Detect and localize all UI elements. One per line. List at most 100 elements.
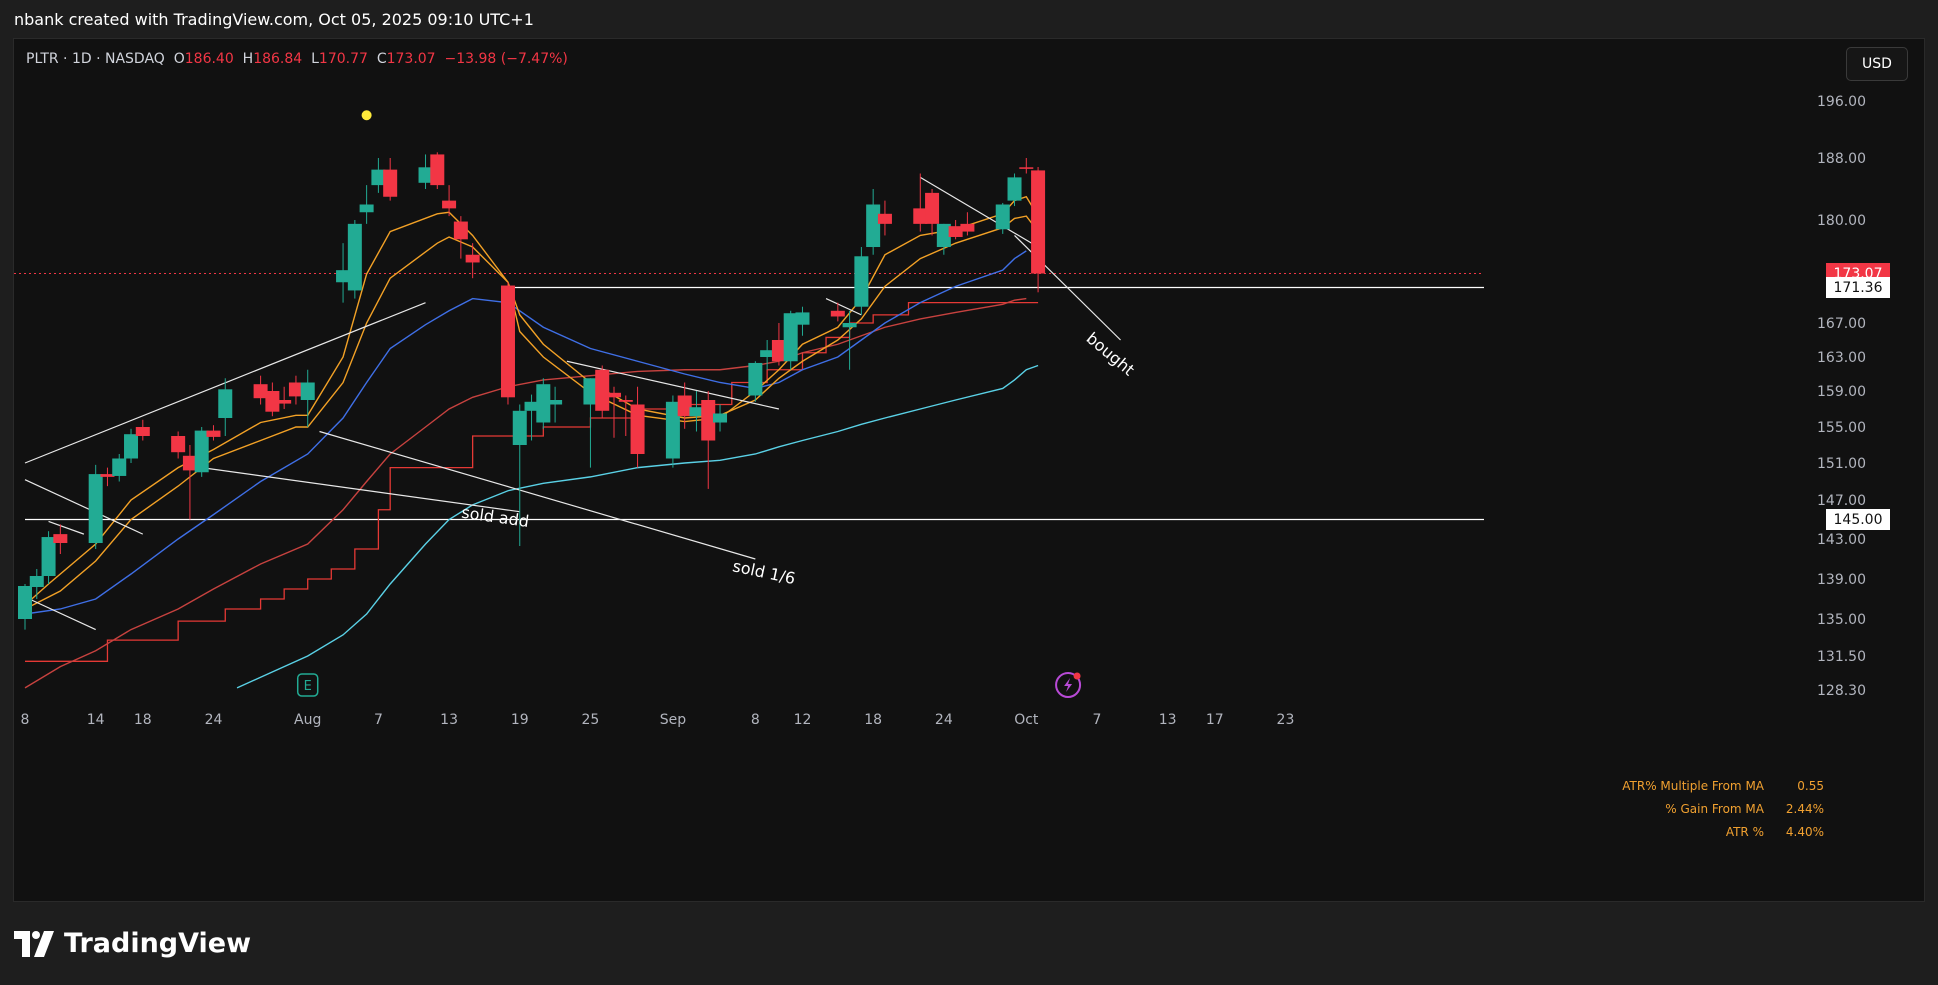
stats-row: ATR % 4.40% bbox=[1622, 820, 1824, 843]
stats-row: ATR% Multiple From MA 0.55 bbox=[1622, 774, 1824, 797]
candle-body bbox=[359, 204, 374, 213]
candle-body bbox=[265, 391, 280, 412]
x-axis-tick-label: 13 bbox=[1159, 712, 1177, 728]
candle-body bbox=[713, 413, 728, 423]
earnings-icon bbox=[296, 673, 319, 697]
candle-body bbox=[618, 400, 633, 402]
y-axis-tick-label: 155.00 bbox=[1817, 420, 1866, 436]
tradingview-brand[interactable]: TradingView bbox=[14, 928, 251, 959]
candle-body bbox=[866, 204, 881, 248]
candle-body bbox=[288, 382, 303, 397]
x-axis-tick-label: 18 bbox=[864, 712, 882, 728]
candle-body bbox=[595, 369, 610, 411]
currency-button[interactable]: USD bbox=[1846, 47, 1908, 81]
x-axis-tick-label: 24 bbox=[205, 712, 223, 728]
candle-body bbox=[630, 404, 645, 454]
candle-body bbox=[854, 256, 869, 307]
candle-body bbox=[830, 310, 845, 317]
y-axis-tick-label: 159.00 bbox=[1817, 384, 1866, 400]
candle-body bbox=[524, 401, 539, 411]
ma-blue-line bbox=[24, 250, 1027, 615]
trendline bbox=[201, 467, 520, 513]
candle-body bbox=[1007, 177, 1022, 201]
low-label: L bbox=[311, 51, 319, 67]
candle-body bbox=[925, 192, 940, 224]
candle-body bbox=[760, 350, 775, 357]
annotation-label: bought bbox=[1083, 329, 1139, 380]
trendline bbox=[319, 430, 756, 560]
stepped-stop-line bbox=[25, 301, 1039, 662]
y-axis-tick-label: 151.00 bbox=[1817, 456, 1866, 472]
y-axis-tick-label: 180.00 bbox=[1817, 213, 1866, 229]
stats-label: ATR% Multiple From MA bbox=[1622, 778, 1764, 793]
y-axis-tick-label: 143.00 bbox=[1817, 532, 1866, 548]
candle-body bbox=[1019, 167, 1034, 169]
caption-text: nbank created with TradingView.com, Oct … bbox=[14, 10, 534, 29]
candle-body bbox=[607, 392, 621, 398]
candle-body bbox=[771, 340, 786, 362]
candle-body bbox=[182, 455, 197, 471]
symbol-label: PLTR · 1D · NASDAQ bbox=[26, 51, 165, 67]
candle-body bbox=[100, 474, 115, 477]
y-axis-tick-label: 147.00 bbox=[1817, 493, 1866, 509]
candle-body bbox=[371, 169, 386, 186]
y-axis-tick-label: 135.00 bbox=[1817, 612, 1866, 628]
change-value: −13.98 (−7.47%) bbox=[444, 51, 568, 67]
x-axis-tick-label: Sep bbox=[660, 712, 687, 728]
candle-body bbox=[253, 384, 268, 399]
ma-red-line bbox=[24, 297, 1027, 689]
candle-body bbox=[783, 313, 798, 362]
stats-label: ATR % bbox=[1725, 824, 1764, 839]
candle-body bbox=[124, 434, 139, 459]
chart-panel[interactable]: sold add sold 1/6 bought E 196.00 188.00 180.0… bbox=[13, 38, 1925, 902]
stats-value: 0.55 bbox=[1797, 778, 1824, 793]
y-axis-tick-label: 131.50 bbox=[1817, 649, 1866, 665]
close-label: C bbox=[376, 51, 387, 67]
candle-body bbox=[41, 537, 56, 576]
candle-body bbox=[960, 223, 975, 232]
candle-body bbox=[689, 407, 704, 417]
y-axis-tick-label: 128.30 bbox=[1817, 683, 1866, 699]
candle-body bbox=[453, 221, 468, 240]
x-axis-tick-label: Aug bbox=[294, 712, 321, 728]
tradingview-logo-icon bbox=[14, 930, 54, 957]
candle-body bbox=[948, 226, 963, 237]
event-flash-icon bbox=[1055, 672, 1082, 698]
candle-body bbox=[842, 323, 857, 328]
flash-bolt-icon bbox=[1064, 678, 1073, 692]
candle-body bbox=[336, 270, 351, 283]
candle-body bbox=[171, 436, 186, 453]
candle-body bbox=[795, 312, 810, 325]
earnings-icon-label: E bbox=[304, 679, 312, 694]
y-axis-tick-label: 163.00 bbox=[1817, 350, 1866, 366]
open-label: O bbox=[173, 51, 185, 67]
candle-body bbox=[300, 382, 315, 400]
trendline bbox=[825, 298, 862, 316]
stats-label: % Gain From MA bbox=[1665, 801, 1764, 816]
signal-dot-icon bbox=[361, 110, 372, 121]
ma-cyan-line bbox=[236, 364, 1039, 689]
ohlc-legend: PLTR · 1D · NASDAQ O186.40 H186.84 L170.… bbox=[26, 51, 568, 67]
x-axis-tick-label: 7 bbox=[374, 712, 383, 728]
ma-fast-orange-line bbox=[24, 195, 1039, 606]
close-value: 173.07 bbox=[386, 51, 436, 67]
stats-row: % Gain From MA 2.44% bbox=[1622, 797, 1824, 820]
x-axis-tick-label: 8 bbox=[751, 712, 760, 728]
x-axis-tick-label: Oct bbox=[1014, 712, 1039, 728]
candle-body bbox=[701, 400, 716, 441]
candle-body bbox=[383, 169, 398, 197]
ma-orange-line bbox=[24, 215, 1039, 610]
open-value: 186.40 bbox=[184, 51, 234, 67]
candle-body bbox=[194, 430, 209, 473]
candle-body bbox=[536, 384, 551, 423]
atr-stats-table: ATR% Multiple From MA 0.55 % Gain From MA… bbox=[1622, 774, 1824, 843]
low-value: 170.77 bbox=[318, 51, 368, 67]
x-axis-tick-label: 8 bbox=[21, 712, 30, 728]
candle-body bbox=[1031, 170, 1046, 274]
candle-body bbox=[88, 474, 103, 543]
x-axis-tick-label: 7 bbox=[1093, 712, 1102, 728]
candle-body bbox=[936, 223, 951, 248]
candle-body bbox=[465, 254, 480, 263]
candle-body bbox=[500, 285, 515, 398]
